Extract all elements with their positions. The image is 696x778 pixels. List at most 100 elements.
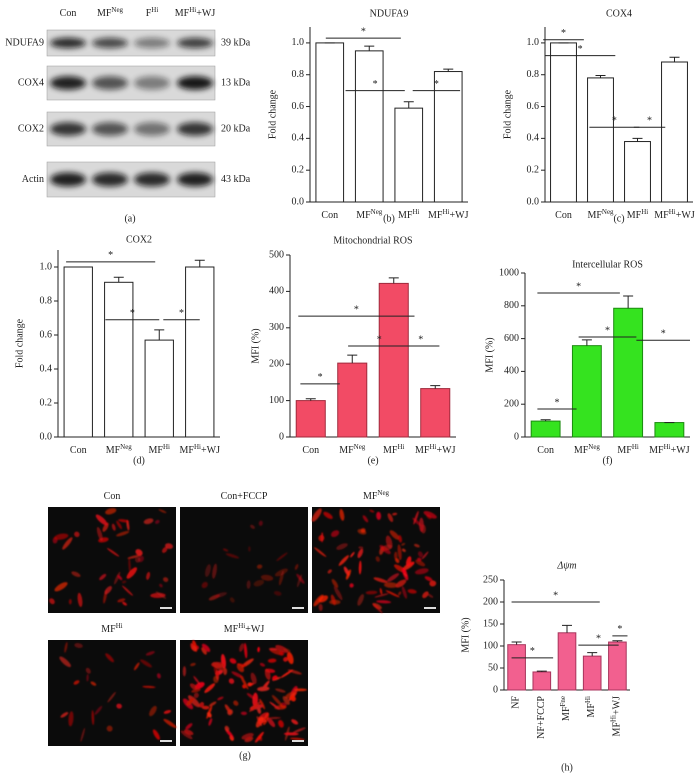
cell [241,732,254,740]
cell [392,512,398,516]
significance-star: * [377,334,382,345]
x-tick-label-base: MF [627,210,642,221]
x-tick-label-base: Con [70,445,87,456]
x-tick-label-base: Con [302,445,319,456]
y-tick-label: 0.8 [40,295,53,306]
cell [375,556,380,562]
cell [379,588,383,595]
cell [413,543,420,548]
cell [190,662,196,667]
cell [244,642,248,659]
x-tick-label-sup: Hi [664,443,671,451]
cell [415,559,426,567]
cell [385,590,400,598]
cell [246,693,256,700]
error-bar [194,259,205,267]
blot-band [134,37,170,49]
cell [193,675,201,685]
cell [142,685,156,689]
cell [95,514,108,526]
y-tick-label: 150 [483,618,498,629]
lane-label-base: MF [175,8,190,19]
cell [140,659,152,668]
cell [233,700,239,706]
cell [397,544,402,561]
cell [117,598,126,603]
image-label: MFHi [101,622,123,636]
cell [318,603,323,612]
x-tick-label: Con [555,210,572,221]
y-tick-label: 0.4 [527,133,540,144]
cell [186,698,194,706]
cell [91,710,95,726]
image-label-base: Con [104,491,121,502]
x-tick-label-base: MF [180,445,195,456]
y-tick-label: 0.2 [527,164,540,175]
x-tick-label: MFHi+WJ [654,208,695,222]
cell [201,643,211,652]
cell [285,691,297,699]
cell [111,523,116,531]
error-bar [430,385,441,389]
x-tick-label-base: MF [356,210,371,221]
x-tick-label-base: MF [383,445,398,456]
cell [247,682,253,687]
x-tick-label-rest: +WJ [676,210,695,221]
cell [407,589,417,594]
x-tick-label: MFHi [584,696,598,718]
cell [224,725,230,732]
significance-star: * [617,624,622,635]
cell [372,602,383,614]
x-tick-label-base: Con [321,210,338,221]
cell [213,665,220,679]
bar [530,420,561,438]
lane-label-base: Con [60,8,77,19]
y-axis-label: MFI (%) [250,328,261,363]
cell [191,688,201,693]
protein-label: COX4 [18,77,44,88]
y-tick-label: 0.8 [527,69,540,80]
x-tick-label-base: MF [398,210,413,221]
y-tick-label: 0.6 [527,101,540,112]
protein-label: Actin [22,174,44,185]
panel-label: (h) [561,762,573,773]
bar [654,422,685,438]
x-tick-label-base: Con [537,445,554,456]
cell [401,567,409,581]
blot-band [92,76,128,90]
error-bar [403,101,414,109]
cell [292,727,306,734]
cell [387,513,394,523]
cell [256,564,263,569]
cell [320,532,324,543]
cell [229,658,237,664]
cell [146,571,151,580]
image-label: MFNeg [363,489,390,503]
y-tick-label: 0.6 [40,329,53,340]
cell [74,531,80,538]
cell [62,537,73,550]
significance-star: * [373,79,378,90]
x-tick-label: MFHi [149,443,171,457]
cell [116,703,122,709]
y-tick-label: 0 [514,431,519,442]
cell [116,530,130,537]
cell [229,597,235,603]
lane-label: MFHi+WJ [175,6,216,20]
cell [74,643,83,649]
error-bar [669,56,680,62]
x-tick-label-rest: +WJ [449,210,468,221]
x-tick-label-sup: Hi [609,715,617,722]
cell [212,563,217,579]
significance-star: * [647,116,652,127]
x-tick-label: MFHi [383,443,405,457]
x-tick-label: MFHi [617,443,639,457]
cell [273,590,282,596]
cell [376,511,382,520]
cell [250,524,255,529]
image-label-sup: Hi [116,622,123,630]
cell [107,691,116,703]
cell [376,600,392,604]
size-label: 39 kDa [221,37,251,48]
cell [224,704,232,714]
